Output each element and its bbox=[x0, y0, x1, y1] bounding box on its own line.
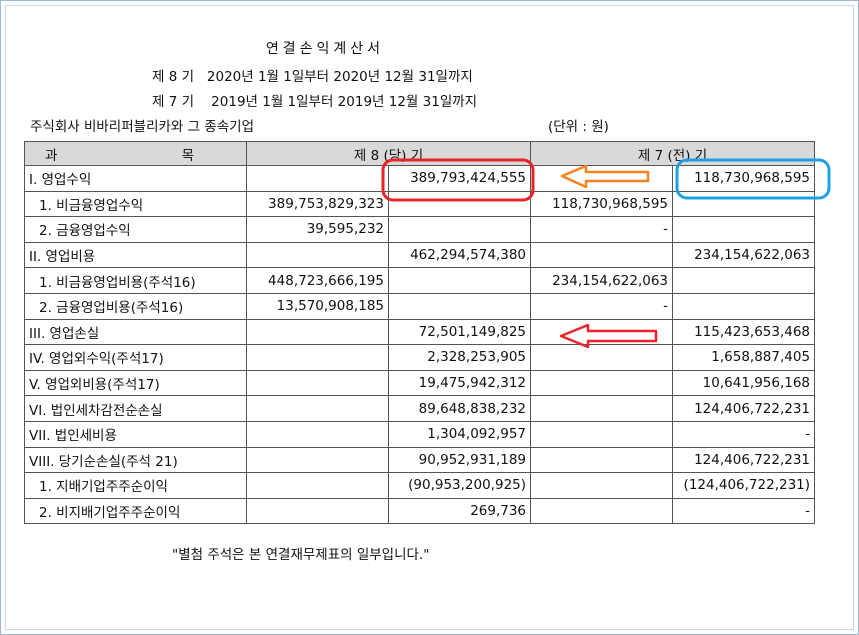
current-detail-amount bbox=[246, 497, 389, 525]
current-detail-amount bbox=[246, 241, 389, 269]
orange-arrow-icon bbox=[560, 164, 650, 189]
current-total-amount: 2,328,253,905 bbox=[387, 344, 532, 371]
prior-detail-amount: - bbox=[530, 292, 674, 320]
table-row: VII. 법인세비용 1,304,092,957- bbox=[24, 420, 816, 448]
header-item: 과 목 bbox=[24, 141, 247, 166]
row-label: V. 영업외비용(주석17) bbox=[24, 369, 247, 397]
prior-total-amount: 1,658,887,405 bbox=[672, 344, 816, 371]
row-label: 2. 비지배기업주주순이익 bbox=[24, 497, 247, 525]
table-row: 2. 비지배기업주주순이익 269,736 - bbox=[24, 497, 816, 525]
row-label: VIII. 당기순손실(주석 21) bbox=[24, 446, 247, 474]
table-row: VIII. 당기순손실(주석 21) 90,952,931,189 124,406,… bbox=[24, 446, 816, 474]
prior-total-amount: - bbox=[672, 497, 816, 525]
table-header-row: 과 목 제 8 (당) 기 제 7 (전) 기 bbox=[24, 141, 816, 166]
current-total-amount: 462,294,574,380 bbox=[387, 241, 532, 269]
prior-total-amount: 10,641,956,168 bbox=[672, 369, 816, 397]
current-total-amount: 389,793,424,555 bbox=[387, 165, 532, 192]
row-label: 2. 금융영업수익 bbox=[24, 216, 247, 243]
blue-highlight-box bbox=[675, 158, 831, 200]
current-detail-amount bbox=[246, 318, 389, 346]
current-detail-amount: 13,570,908,185 bbox=[246, 292, 389, 320]
prior-detail-amount bbox=[530, 241, 674, 269]
row-label: 1. 지배기업주주순이익 bbox=[24, 472, 247, 499]
table-row: IV. 영업외수익(주석17) 2,328,253,905 1,658,887,40… bbox=[24, 344, 816, 371]
current-detail-amount bbox=[246, 472, 389, 499]
prior-total-amount: 234,154,622,063 bbox=[672, 241, 816, 269]
current-detail-amount bbox=[246, 420, 389, 448]
table-row: 2. 금융영업비용(주석16) 13,570,908,185 - bbox=[24, 292, 816, 320]
row-label: I. 영업수익 bbox=[24, 165, 247, 192]
row-label: VII. 법인세비용 bbox=[24, 420, 247, 448]
current-total-amount: 19,475,942,312 bbox=[387, 369, 532, 397]
page-area bbox=[5, 5, 854, 630]
prior-total-amount: 115,423,653,468 bbox=[672, 318, 816, 346]
table-row: 2. 금융영업수익 39,595,232- bbox=[24, 216, 816, 243]
current-total-amount bbox=[387, 216, 532, 243]
current-detail-amount: 389,753,829,323 bbox=[246, 190, 389, 218]
row-label: 1. 비금융영업비용(주석16) bbox=[24, 267, 247, 294]
period-current: 제 8 기 2020년 1월 1일부터 2020년 12월 31일까지 bbox=[152, 69, 473, 85]
prior-detail-amount bbox=[530, 497, 674, 525]
row-label: 1. 비금융영업수익 bbox=[24, 190, 247, 218]
header-item-right: 목 bbox=[181, 147, 194, 164]
prior-detail-amount bbox=[530, 472, 674, 499]
prior-total-amount bbox=[672, 216, 816, 243]
prior-total-amount bbox=[672, 292, 816, 320]
table-row: 1. 지배기업주주순이익 (90,953,200,925) (124,406,722… bbox=[24, 472, 816, 499]
company-name: 주식회사 비바리퍼블리카와 그 종속기업 bbox=[30, 119, 255, 135]
period-prior: 제 7 기 2019년 1월 1일부터 2019년 12월 31일까지 bbox=[152, 94, 478, 110]
row-label: IV. 영업외수익(주석17) bbox=[24, 344, 247, 371]
current-detail-amount bbox=[246, 395, 389, 422]
income-statement-table: 과 목 제 8 (당) 기 제 7 (전) 기 I. 영업수익 389,793,4… bbox=[24, 141, 816, 525]
red-arrow-icon bbox=[559, 323, 658, 349]
statement-title: 연결손익계산서 bbox=[265, 41, 385, 57]
prior-total-amount: 118,730,968,595 bbox=[672, 165, 816, 192]
table-row: II. 영업비용 462,294,574,380 234,154,622,063 bbox=[24, 241, 816, 269]
prior-total-amount: 124,406,722,231 bbox=[672, 446, 816, 474]
red-highlight-box bbox=[381, 158, 535, 202]
current-total-amount: 269,736 bbox=[387, 497, 532, 525]
prior-detail-amount bbox=[530, 344, 674, 371]
table-row: III. 영업손실 72,501,149,825 115,423,653,468 bbox=[24, 318, 816, 346]
footnote: "별첨 주석은 본 연결재무제표의 일부입니다." bbox=[172, 547, 430, 563]
current-total-amount: 72,501,149,825 bbox=[387, 318, 532, 346]
current-detail-amount bbox=[246, 344, 389, 371]
header-item-left: 과 bbox=[45, 147, 58, 164]
table-row: V. 영업외비용(주석17) 19,475,942,312 10,641,956,1… bbox=[24, 369, 816, 397]
prior-detail-amount bbox=[530, 446, 674, 474]
row-label: 2. 금융영업비용(주석16) bbox=[24, 292, 247, 320]
prior-detail-amount: 118,730,968,595 bbox=[530, 190, 674, 218]
current-total-amount: 90,952,931,189 bbox=[387, 446, 532, 474]
unit-label: (단위 : 원) bbox=[548, 119, 609, 135]
table-row: 1. 비금융영업비용(주석16) 448,723,666,195 234,154,6… bbox=[24, 267, 816, 294]
